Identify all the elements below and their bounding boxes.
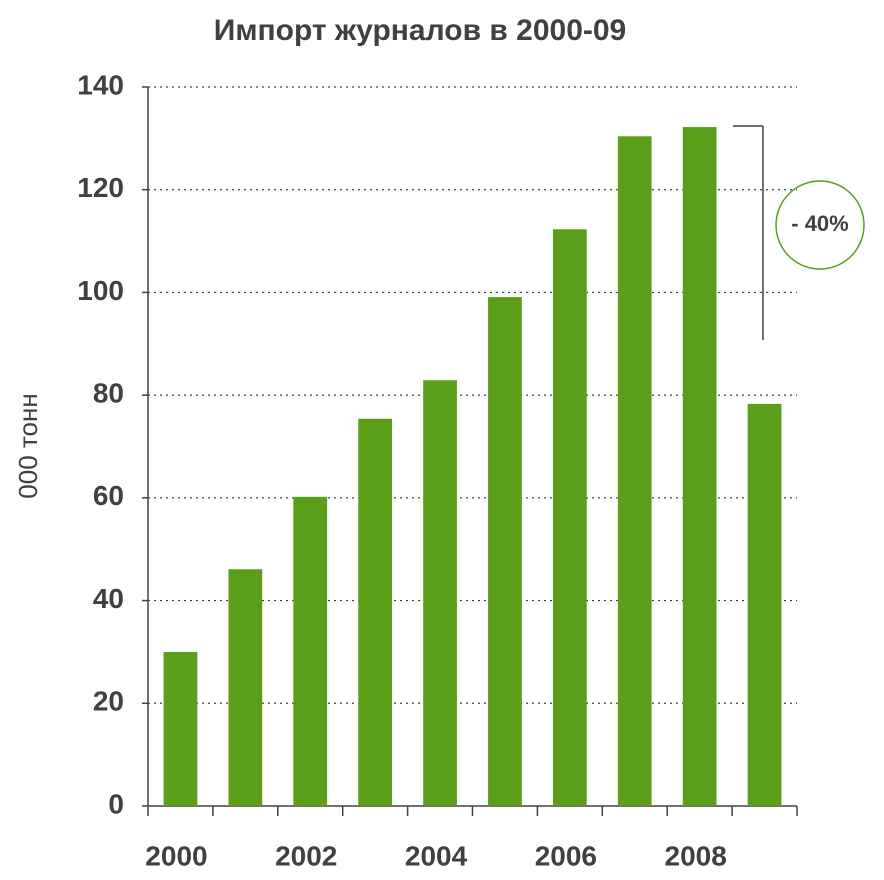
y-tick-label: 100: [77, 275, 124, 306]
y-tick-label: 0: [108, 788, 124, 819]
bar: [488, 297, 522, 806]
x-tick-label: 2006: [535, 840, 597, 871]
x-tick-label: 2000: [145, 840, 207, 871]
bar: [163, 651, 198, 806]
y-tick-label: 120: [77, 172, 124, 203]
bar: [358, 418, 393, 806]
bar: [423, 380, 457, 806]
annotation-circle: [775, 180, 865, 270]
bar: [228, 569, 263, 806]
x-tick-label: 2008: [665, 840, 727, 871]
annotation: - 40%: [791, 211, 848, 236]
y-tick-label: 80: [93, 378, 124, 409]
bar: [682, 127, 717, 806]
chart-title: Импорт журналов в 2000-09: [214, 14, 627, 47]
y-tick-label: 140: [77, 69, 124, 100]
y-tick-label: 20: [93, 686, 124, 717]
bar: [293, 496, 328, 806]
bar: [552, 229, 587, 807]
x-tick-label: 2002: [275, 840, 337, 871]
y-tick-label: 40: [93, 583, 124, 614]
y-axis-label: 000 тонн: [13, 393, 43, 498]
bar: [747, 403, 782, 806]
x-tick-label: 2004: [405, 840, 468, 871]
bar: [617, 136, 652, 806]
y-tick-label: 60: [93, 480, 124, 511]
